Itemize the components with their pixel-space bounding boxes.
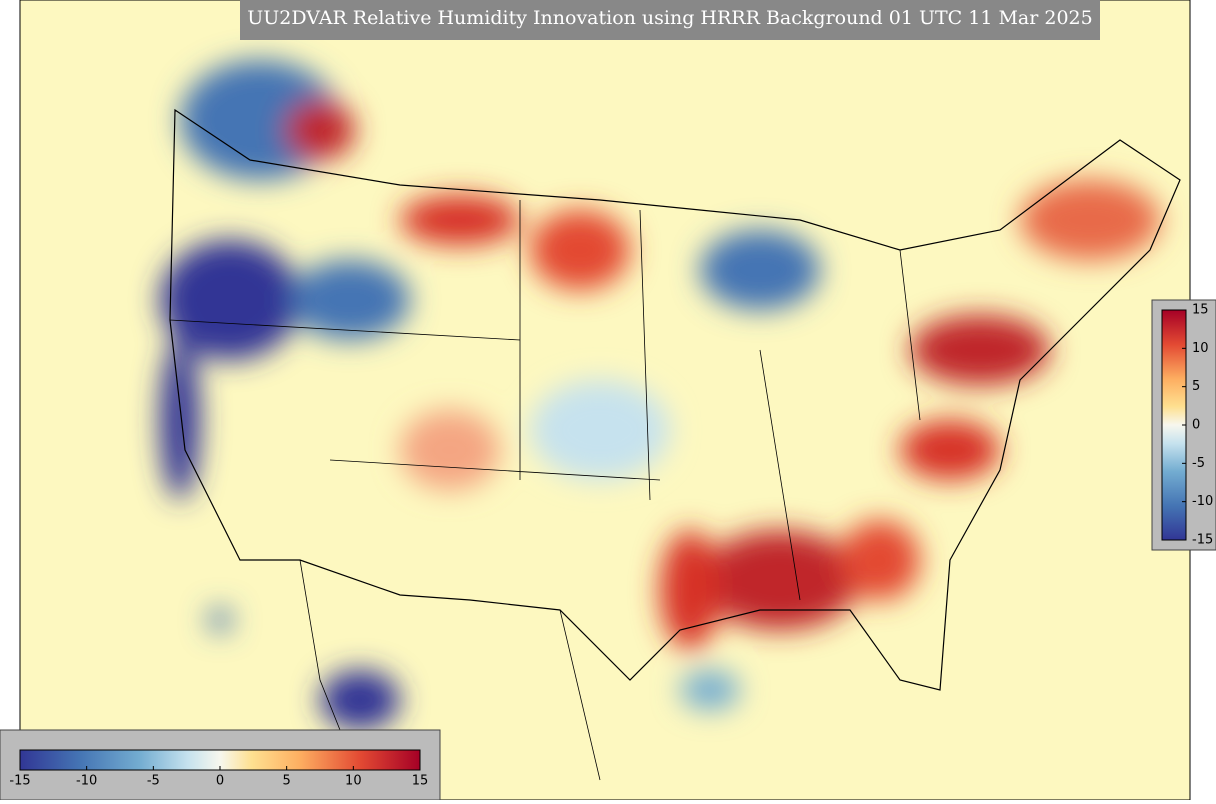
tick-label: 0 (216, 774, 224, 789)
tick-label: 15 (1192, 303, 1209, 318)
tick-label: 10 (1192, 341, 1209, 356)
state-borders (169, 200, 921, 781)
tick-label: 5 (1192, 379, 1200, 394)
tick-label: 5 (283, 774, 291, 789)
tick-label: 0 (1192, 418, 1200, 433)
tick-label: 10 (345, 774, 362, 789)
tick-label: -5 (147, 774, 160, 789)
tick-label: -15 (1192, 533, 1213, 548)
colorbar-ticks: -15 -15 -10 -10 -5 -5 0 0 5 5 10 10 15 15 (9, 303, 1213, 789)
tick-label: -5 (1192, 456, 1205, 471)
humidity-field (160, 60, 1160, 730)
tick-label: -15 (9, 774, 30, 789)
tick-label: -10 (76, 774, 97, 789)
tick-label: -10 (1192, 494, 1213, 509)
tick-label: 15 (412, 774, 429, 789)
map-title: UU2DVAR Relative Humidity Innovation usi… (247, 7, 1092, 29)
title-box (240, 0, 1100, 40)
country-outline (169, 108, 1181, 691)
